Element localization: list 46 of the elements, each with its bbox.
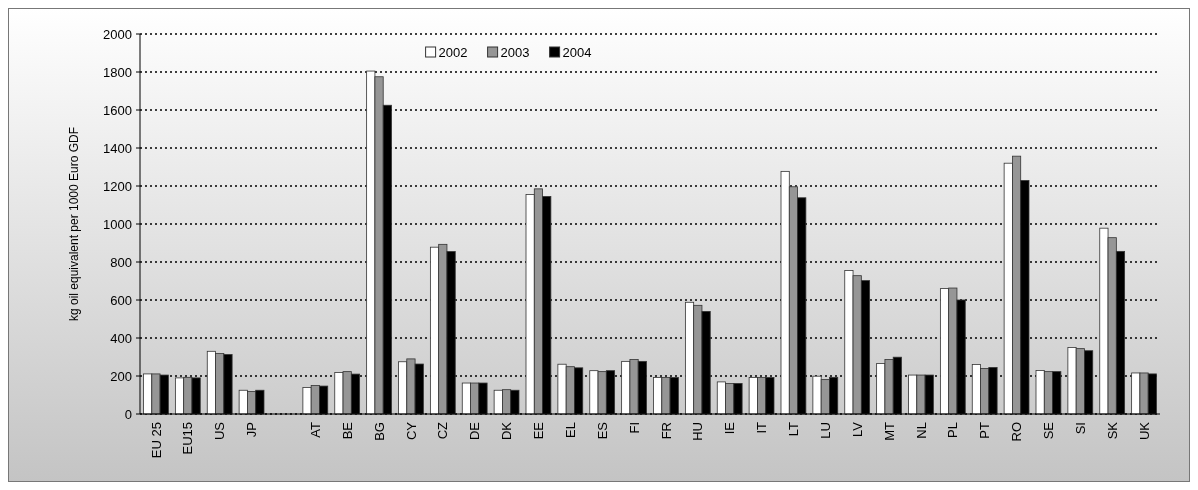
x-tick-label: EE: [530, 421, 546, 440]
x-tick-label: CY: [403, 421, 419, 441]
legend-label: 2004: [562, 44, 592, 60]
x-tick-label: MT: [881, 421, 897, 441]
x-tick-label: ES: [594, 421, 610, 440]
x-tick-label: HU: [690, 422, 706, 441]
x-tick-label: SK: [1104, 421, 1120, 440]
x-tick-label: SI: [1072, 422, 1088, 435]
x-tick-label: DE: [467, 421, 483, 441]
x-tick-label: BG: [371, 422, 387, 441]
x-tick-label: DK: [499, 421, 515, 441]
x-tick-label: PT: [977, 421, 993, 439]
y-tick-label: 2000: [103, 26, 132, 42]
x-tick-label: EU15: [180, 422, 196, 455]
y-tick-label: 400: [110, 330, 132, 346]
x-tick-label: JP: [244, 422, 260, 438]
y-tick-label: 1000: [103, 216, 132, 232]
x-tick-label: NL: [913, 422, 929, 439]
x-tick-label: UK: [1136, 421, 1152, 441]
x-tick-label: US: [212, 421, 228, 441]
x-tick-label: EU 25: [148, 422, 164, 459]
x-tick-label: IE: [722, 421, 738, 435]
legend-label: 2003: [500, 44, 530, 60]
y-tick-label: 600: [110, 292, 132, 308]
y-tick-label: 1400: [103, 140, 132, 156]
x-tick-label: AT: [307, 421, 323, 438]
x-tick-label: LU: [817, 422, 833, 439]
x-tick-label: CZ: [435, 421, 451, 440]
x-tick-label: PL: [945, 422, 961, 438]
x-tick-label: EL: [562, 422, 578, 438]
x-tick-label: FI: [626, 422, 642, 434]
y-tick-label: 1200: [103, 178, 132, 194]
y-tick-label: 1800: [103, 64, 132, 80]
y-tick-label: 200: [110, 368, 132, 384]
x-tick-label: FR: [658, 422, 674, 440]
x-tick-label: IT: [754, 421, 770, 434]
y-tick-label: 0: [124, 406, 132, 422]
y-axis-title: kg oil equivalent per 1000 Euro GDF: [67, 126, 81, 322]
x-tick-label: LT: [785, 421, 801, 437]
y-tick-label: 800: [110, 254, 132, 270]
x-tick-label: RO: [1009, 422, 1025, 442]
legend-label: 2002: [438, 44, 468, 60]
x-tick-label: SE: [1040, 421, 1056, 440]
x-tick-label: LV: [849, 421, 865, 437]
y-tick-label: 1600: [103, 102, 132, 118]
x-tick-label: BE: [339, 421, 355, 440]
